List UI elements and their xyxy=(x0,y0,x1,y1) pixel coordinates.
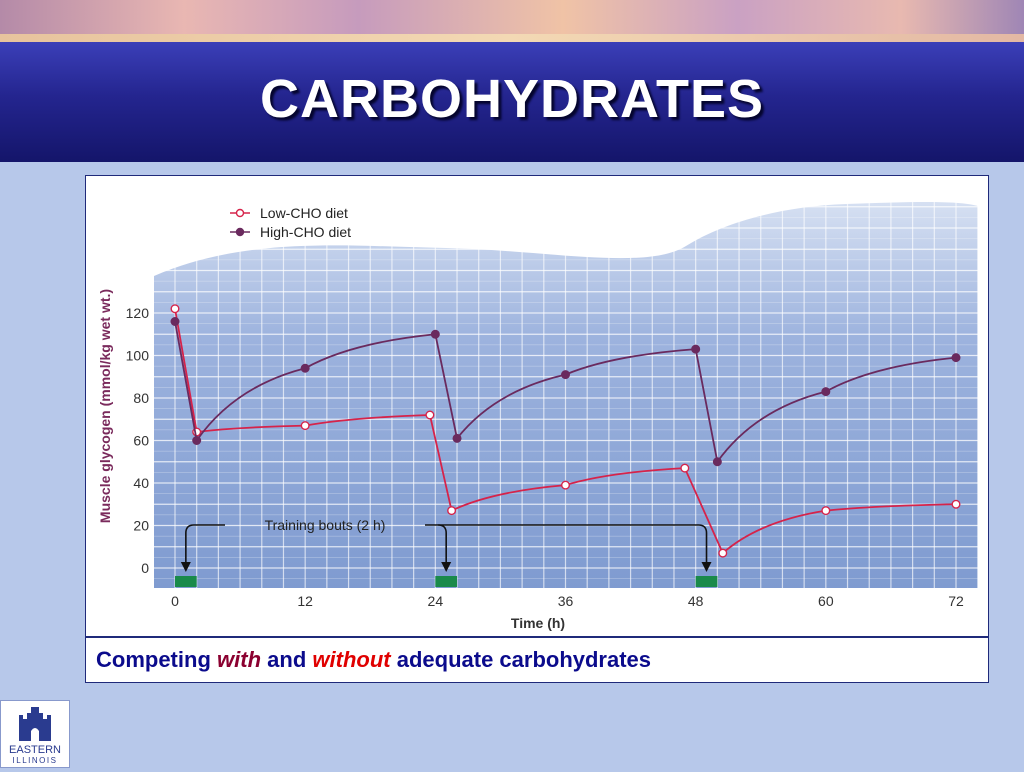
annotation-connector xyxy=(185,524,225,566)
annotation-arrowhead xyxy=(441,562,452,572)
x-tick-label: 36 xyxy=(558,593,574,609)
x-tick-label: 60 xyxy=(818,593,834,609)
data-point-low-cho xyxy=(425,410,435,420)
caption-part-1: Competing xyxy=(96,647,211,672)
data-point-high-cho xyxy=(192,436,202,446)
x-tick-label: 12 xyxy=(297,593,313,609)
y-tick-label: 20 xyxy=(133,518,149,534)
training-bouts-label: Training bouts (2 h) xyxy=(265,517,386,533)
training-bars xyxy=(175,576,718,587)
slide-title: CARBOHYDRATES xyxy=(259,69,764,129)
caption-part-3: adequate carbohydrates xyxy=(396,647,652,672)
data-point-low-cho xyxy=(170,304,180,314)
caption: Competing with and without adequate carb… xyxy=(85,637,989,683)
data-point-high-cho xyxy=(821,387,831,397)
chart-grid xyxy=(154,196,979,588)
data-point-low-cho xyxy=(300,421,310,431)
decorative-banner xyxy=(0,0,1024,42)
caption-without: without xyxy=(312,647,391,672)
training-bar xyxy=(695,576,718,587)
figure-panel: Training bouts (2 h) 0 20 40 60 80 100 120 0 12 2… xyxy=(85,175,989,637)
data-point-low-cho xyxy=(718,548,728,558)
chart-axes: 0 20 40 60 80 100 120 0 12 24 36 48 60 72 xyxy=(126,305,964,609)
chart-legend: Low-CHO diet High-CHO diet xyxy=(230,205,351,240)
training-bar xyxy=(175,576,197,587)
eastern-illinois-logo: EASTERN ILLINOIS xyxy=(0,700,70,768)
data-point-high-cho xyxy=(300,363,310,373)
legend-label-low-cho: Low-CHO diet xyxy=(260,205,348,221)
y-tick-label: 120 xyxy=(126,305,150,321)
glycogen-line-chart: Training bouts (2 h) 0 20 40 60 80 100 120 0 12 2… xyxy=(97,196,979,631)
x-tick-label: 0 xyxy=(171,593,179,609)
castle-icon: EASTERN ILLINOIS xyxy=(9,707,61,765)
annotation-arrowhead xyxy=(701,562,712,572)
legend-label-high-cho: High-CHO diet xyxy=(260,224,351,240)
logo-text-main: EASTERN xyxy=(9,744,61,756)
data-point-low-cho xyxy=(561,480,571,490)
training-bar xyxy=(435,576,458,587)
data-point-low-cho xyxy=(821,506,831,516)
data-point-high-cho xyxy=(951,353,961,363)
data-point-high-cho xyxy=(430,329,440,339)
data-point-low-cho xyxy=(951,499,961,509)
data-point-high-cho xyxy=(691,344,701,354)
legend-marker-low-cho xyxy=(235,208,245,218)
data-point-low-cho xyxy=(680,463,690,473)
title-band xyxy=(0,42,1024,162)
caption-with: with xyxy=(217,647,262,672)
data-point-high-cho xyxy=(712,457,722,467)
logo-text-sub: ILLINOIS xyxy=(13,756,58,765)
training-annotation: Training bouts (2 h) xyxy=(180,517,712,572)
data-point-low-cho xyxy=(447,506,457,516)
x-tick-label: 24 xyxy=(428,593,444,609)
chart-series xyxy=(170,304,961,558)
x-tick-label: 72 xyxy=(948,593,964,609)
legend-marker-high-cho xyxy=(235,227,245,237)
caption-part-2: and xyxy=(267,647,307,672)
y-axis-label: Muscle glycogen (mmol/kg wet wt.) xyxy=(97,289,113,523)
y-tick-label: 0 xyxy=(141,560,149,576)
y-tick-label: 60 xyxy=(133,433,149,449)
x-axis-label: Time (h) xyxy=(511,615,565,631)
y-tick-label: 40 xyxy=(133,475,149,491)
annotation-connector xyxy=(438,524,447,566)
annotation-arrowhead xyxy=(180,562,191,572)
data-point-high-cho xyxy=(452,433,462,443)
y-tick-label: 80 xyxy=(133,390,149,406)
data-point-high-cho xyxy=(170,316,180,326)
annotation-connector xyxy=(425,524,708,566)
data-point-high-cho xyxy=(561,370,571,380)
x-tick-label: 48 xyxy=(688,593,704,609)
y-tick-label: 100 xyxy=(126,348,150,364)
